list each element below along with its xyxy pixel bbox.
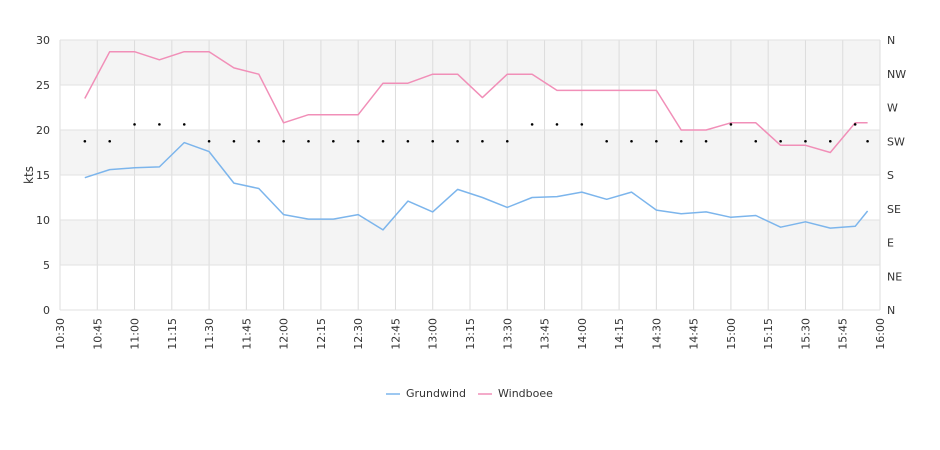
legend-item-windboee[interactable]: Windboee <box>478 387 553 400</box>
x-tick-label: 10:45 <box>91 318 104 350</box>
x-tick-label: 14:45 <box>688 318 701 350</box>
direction-marker <box>83 139 87 143</box>
x-tick-label: 12:30 <box>352 318 365 350</box>
direction-marker <box>182 123 186 126</box>
x-tick-label: 14:30 <box>650 318 663 350</box>
direction-marker <box>729 123 733 126</box>
direction-marker <box>356 139 360 143</box>
direction-marker <box>679 139 683 143</box>
y-tick-label: 20 <box>36 124 50 137</box>
y2-tick-label: SW <box>887 135 905 148</box>
direction-marker <box>207 139 211 143</box>
x-tick-label: 16:00 <box>874 318 887 350</box>
x-tick-label: 11:15 <box>166 318 179 350</box>
direction-marker <box>779 139 782 143</box>
direction-marker <box>754 139 758 143</box>
direction-marker <box>158 123 161 126</box>
x-tick-label: 11:00 <box>129 318 142 350</box>
series-lines <box>84 50 869 231</box>
x-tick-label: 11:30 <box>203 318 216 350</box>
legend-item-grundwind[interactable]: Grundwind <box>386 387 466 400</box>
direction-marker <box>580 123 584 126</box>
direction-marker <box>431 139 435 143</box>
series-line-grundwind <box>84 141 869 231</box>
direction-marker <box>456 139 459 143</box>
x-tick-label: 13:45 <box>539 318 552 350</box>
direction-markers <box>83 123 869 143</box>
direction-marker <box>133 123 136 126</box>
x-tick-label: 12:00 <box>278 318 291 350</box>
y-tick-label: 15 <box>36 169 50 182</box>
direction-marker <box>108 139 111 143</box>
direction-marker <box>655 139 658 143</box>
direction-marker <box>530 123 534 126</box>
y2-tick-label: NW <box>887 68 906 81</box>
direction-marker <box>307 139 310 143</box>
direction-marker <box>481 139 484 143</box>
y-tick-label: 25 <box>36 79 50 92</box>
direction-marker <box>630 139 633 143</box>
y2-tick-label: W <box>887 102 898 115</box>
y2-tick-label: SE <box>887 203 901 216</box>
x-axis: 10:30 10:45 11:00 11:15 11:30 11:45 12:00 12:15… <box>54 318 887 350</box>
direction-marker <box>804 139 807 143</box>
y-tick-label: 0 <box>43 304 50 317</box>
direction-marker <box>605 139 608 143</box>
x-tick-label: 13:15 <box>464 318 477 350</box>
y2-tick-label: E <box>887 237 894 250</box>
x-tick-label: 13:00 <box>427 318 440 350</box>
y2-tick-label: NE <box>887 270 902 283</box>
x-tick-label: 14:15 <box>613 318 626 350</box>
direction-marker <box>257 139 261 143</box>
y-axis-right-direction: N NE E SE S SW W NW N <box>887 34 906 317</box>
x-tick-label: 13:30 <box>501 318 514 350</box>
x-tick-label: 15:15 <box>762 318 775 350</box>
direction-marker <box>853 123 857 126</box>
x-tick-label: 15:00 <box>725 318 738 350</box>
y-tick-label: 5 <box>43 259 50 272</box>
y-tick-label: 10 <box>36 214 50 227</box>
direction-marker <box>282 139 285 143</box>
x-tick-label: 12:45 <box>389 318 402 350</box>
y2-tick-label: N <box>887 34 895 47</box>
legend-label: Windboee <box>498 387 553 400</box>
direction-marker <box>704 139 708 143</box>
direction-marker <box>232 139 236 143</box>
direction-marker <box>332 139 335 143</box>
direction-marker <box>555 123 559 126</box>
x-tick-label: 15:45 <box>837 318 850 350</box>
direction-marker <box>505 139 509 143</box>
x-tick-label: 12:15 <box>315 318 328 350</box>
x-tick-label: 10:30 <box>54 318 67 350</box>
direction-marker <box>406 139 410 143</box>
x-tick-label: 15:30 <box>799 318 812 350</box>
series-line-windboee <box>84 50 868 154</box>
y2-tick-label: S <box>887 169 894 182</box>
legend-label: Grundwind <box>406 387 466 400</box>
x-tick-label: 14:00 <box>576 318 589 350</box>
y-axis-left: 0 5 10 15 20 25 30 <box>36 34 50 317</box>
direction-marker <box>866 139 869 143</box>
direction-marker <box>829 139 832 143</box>
legend[interactable]: Grundwind Windboee <box>386 387 553 400</box>
direction-marker <box>381 139 385 143</box>
y-tick-label: 30 <box>36 34 50 47</box>
y2-tick-label: N <box>887 304 895 317</box>
x-tick-label: 11:45 <box>240 318 253 350</box>
y-axis-title: kts <box>22 166 36 184</box>
